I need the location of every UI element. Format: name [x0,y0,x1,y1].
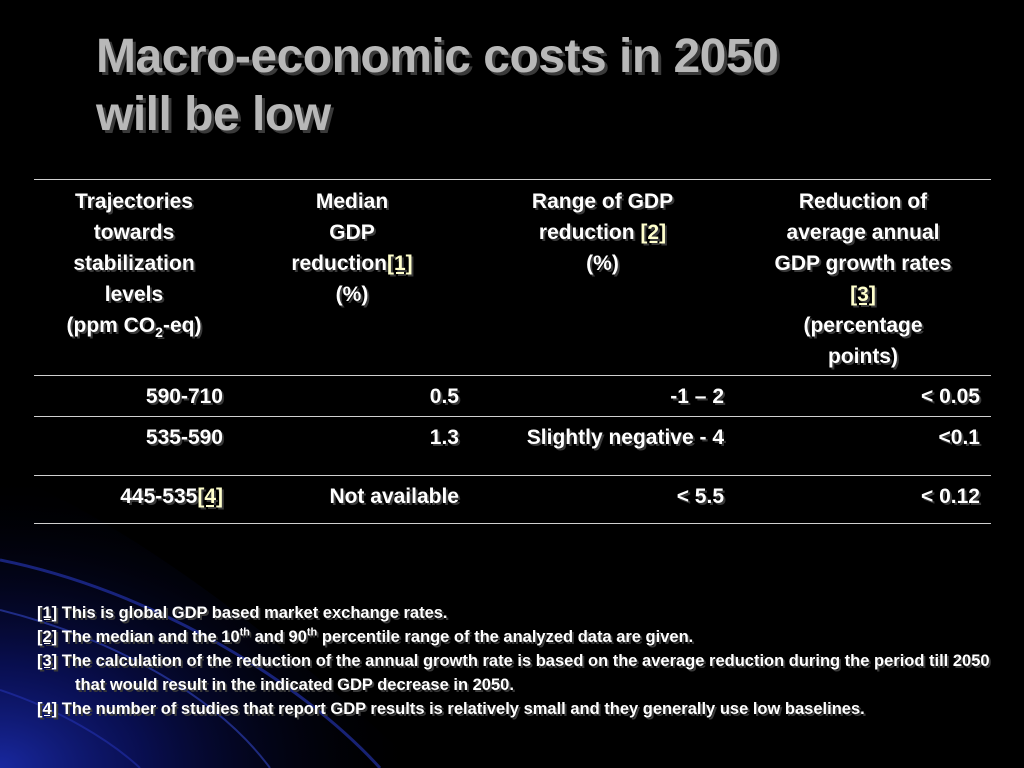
cell-range: < 5.5 [676,485,724,508]
cell-text: 590-710 [145,385,223,408]
header-growth-reduction: Reduction of average annual GDP growth r… [735,180,991,376]
superscript: th [306,626,318,639]
table-row: 535-590 1.3 Slightly negative - 4 <0.1 [34,417,991,476]
footnote-ref-2[interactable]: [2] [37,628,58,646]
header-text: (percentage [803,314,923,337]
header-median-gdp: Median GDP reduction[1] (%) [234,180,470,376]
slide-title: Macro-economic costs in 2050 will be low [96,28,976,144]
cell-growth: <0.1 [938,426,980,449]
footnote-link-3[interactable]: [3] [850,283,876,306]
slide-title-line-1: Macro-economic costs in 2050 [96,30,779,83]
footnote-text: The number of studies that report GDP re… [57,700,865,718]
header-text: Reduction of [798,190,928,213]
footnote-3: [3] The calculation of the reduction of … [37,649,997,673]
superscript: th [239,626,251,639]
cell-range: Slightly negative - 4 [526,426,724,449]
cell-level: 535-590 [34,417,234,476]
cell-median: 0.5 [429,385,459,408]
footnote-ref-3[interactable]: [3] [37,652,58,670]
footnote-3-continuation: that would result in the indicated GDP d… [75,676,514,694]
footnote-link-4[interactable]: [4] [197,485,223,508]
footnotes: [1] This is global GDP based market exch… [37,601,997,721]
header-text: GDP growth rates [774,252,952,275]
footnote-2: [2] The median and the 10th and 90th per… [37,625,997,649]
table-row: 445-535[4] Not available < 5.5 < 0.12 [34,476,991,524]
cell-level: 445-535[4] [34,476,234,524]
cell-text: 445-535 [120,485,198,508]
header-text: reduction [291,252,387,275]
footnote-ref-4[interactable]: [4] [37,700,58,718]
footnote-link-1[interactable]: [1] [387,252,413,275]
cell-text: 535-590 [145,426,223,449]
table-header-row: Trajectories towards stabilization level… [34,179,991,376]
header-text: stabilization [73,252,195,275]
header-text: Median [315,190,389,213]
cell-range: -1 – 2 [670,385,724,408]
cell-median: 1.3 [429,426,459,449]
header-text: (%) [335,283,369,306]
cell-median: Not available [329,485,459,508]
header-text: points) [828,345,898,368]
header-trajectories: Trajectories towards stabilization level… [34,180,234,376]
footnote-text: This is global GDP based market exchange… [57,604,448,622]
table-row: 590-710 0.5 -1 – 2 < 0.05 [34,376,991,417]
gdp-cost-table: Trajectories towards stabilization level… [34,179,991,524]
footnote-text: percentile range of the analyzed data ar… [317,628,694,646]
footnote-text: and 90 [250,628,307,646]
header-text: towards [93,221,175,244]
cell-growth: < 0.12 [921,485,980,508]
header-range-gdp: Range of GDP reduction [2] (%) [470,180,735,376]
cell-growth: < 0.05 [921,385,980,408]
footnote-4: [4] The number of studies that report GD… [37,697,997,721]
footnote-ref-1[interactable]: [1] [37,604,58,622]
header-text: -eq) [162,314,202,337]
footnote-text: The calculation of the reduction of the … [57,652,990,670]
header-text: (%) [586,252,619,275]
footnote-link-2[interactable]: [2] [640,221,667,244]
header-text: levels [104,283,164,306]
header-text: reduction [538,221,641,244]
slide-title-line-2: will be low [96,88,331,141]
header-text: (ppm CO [66,314,156,337]
header-text: Range of GDP [531,190,674,213]
header-text: Trajectories [75,190,193,213]
footnote-text: The median and the 10 [57,628,240,646]
footnote-1: [1] This is global GDP based market exch… [37,601,997,625]
cell-level: 590-710 [34,376,234,417]
subscript: 2 [155,324,163,341]
header-text: GDP [329,221,375,244]
header-text: average annual [786,221,940,244]
